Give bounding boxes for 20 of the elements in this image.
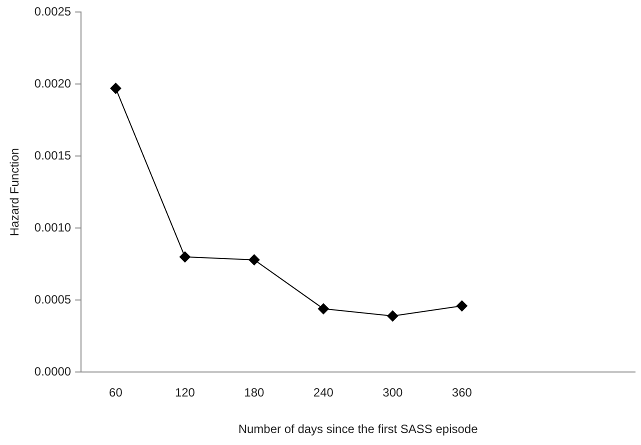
x-tick-label: 60 xyxy=(109,386,123,400)
y-tick-label: 0.0020 xyxy=(34,76,72,90)
point xyxy=(387,310,398,322)
y-tick-label: 0.0025 xyxy=(34,4,72,18)
point xyxy=(110,82,122,94)
x-tick-label: 300 xyxy=(382,386,403,400)
x-tick-label: 180 xyxy=(244,386,265,400)
x-axis-title: Number of days since the first SASS episode xyxy=(238,422,478,436)
y-tick-label: 0.0005 xyxy=(34,292,72,306)
point xyxy=(248,254,260,266)
y-tick-label: 0.0000 xyxy=(34,364,72,379)
x-tick-label: 240 xyxy=(313,386,334,400)
y-tick-label: 0.0015 xyxy=(34,148,72,162)
y-tick-label: 0.0010 xyxy=(34,220,72,234)
x-tick-label: 120 xyxy=(174,386,196,400)
x-tick-label: 360 xyxy=(452,386,472,400)
point xyxy=(318,303,329,314)
y-axis-title: Hazard Function xyxy=(8,148,22,236)
point xyxy=(456,300,468,312)
point xyxy=(179,251,190,262)
